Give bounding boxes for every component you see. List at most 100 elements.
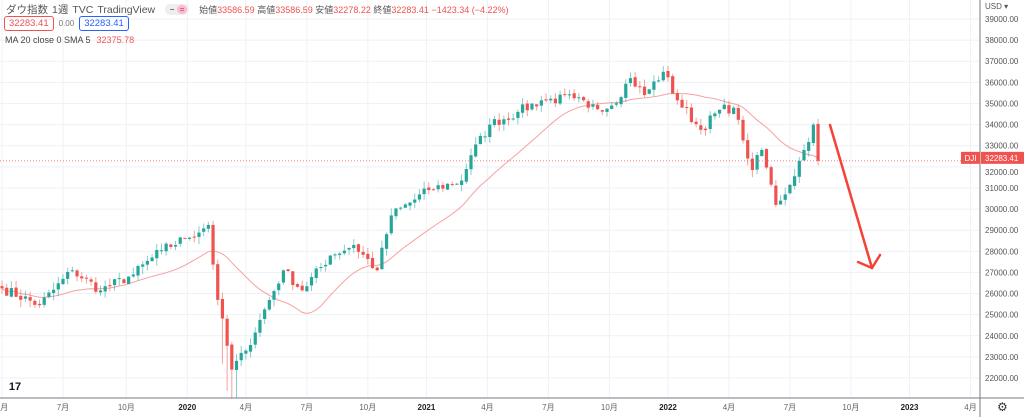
candle-body — [234, 360, 239, 370]
candle-body — [394, 208, 398, 217]
candle-body — [549, 98, 553, 101]
buy-price-button[interactable]: 32283.41 — [79, 16, 129, 31]
candle-body — [445, 183, 450, 190]
candle-body — [42, 297, 46, 305]
source: TradingView — [97, 3, 156, 16]
candle-body — [188, 237, 192, 239]
candle-body — [291, 271, 295, 286]
candle-body — [666, 71, 670, 78]
candle-body — [727, 105, 731, 114]
candle-body — [760, 149, 764, 157]
candle-body — [694, 121, 698, 125]
price-tick-label: 27000.00 — [985, 268, 1019, 277]
time-tick-label: 10月 — [601, 403, 618, 412]
candle-body — [33, 300, 37, 305]
time-tick-label: 7月 — [542, 403, 554, 412]
candle-body — [347, 247, 351, 250]
candle-body — [567, 94, 572, 96]
candle-body — [638, 86, 642, 88]
candle-body — [103, 286, 107, 292]
sell-price-button[interactable]: 32283.41 — [4, 16, 54, 31]
candle-body — [272, 291, 276, 300]
candle-body — [713, 113, 717, 117]
candle-body — [596, 104, 600, 110]
candle-body — [141, 264, 145, 267]
candle-body — [736, 108, 740, 120]
candle-body — [37, 303, 42, 306]
candle-body — [220, 298, 225, 319]
symbol-name[interactable]: ダウ指数 — [6, 4, 48, 16]
candle-body — [478, 135, 482, 145]
candle-body — [56, 283, 60, 290]
candle-body — [441, 185, 445, 189]
candle-body — [642, 86, 647, 96]
candle-body — [535, 104, 539, 107]
candle-body — [530, 103, 534, 110]
down-arrow-head-icon — [856, 253, 882, 270]
candle-body — [675, 93, 679, 101]
candle-body — [563, 94, 567, 96]
candle-body — [159, 250, 164, 252]
candle-body — [122, 279, 126, 284]
candle-body — [192, 236, 196, 238]
candle-body — [511, 118, 515, 120]
candle-body — [70, 270, 74, 272]
candle-body — [384, 234, 389, 249]
candle-body — [722, 104, 726, 110]
candle-body — [206, 224, 210, 229]
candle-body — [342, 250, 346, 254]
gear-icon[interactable]: ⚙ — [997, 400, 1008, 414]
equals-icon: = — [177, 5, 188, 14]
time-tick-label: 10月 — [359, 403, 376, 412]
candle-body — [657, 80, 661, 82]
candle-body — [506, 118, 511, 120]
candle-body — [652, 81, 656, 90]
interval[interactable]: 1週 — [52, 4, 69, 16]
candle-body — [544, 99, 548, 101]
candle-body — [788, 184, 792, 194]
candle-body — [619, 97, 623, 105]
tradingview-logo-icon[interactable]: 17 — [8, 381, 22, 393]
currency-selector[interactable]: USD ▾ — [985, 2, 1009, 11]
candle-body — [689, 107, 694, 123]
candle-body — [370, 257, 375, 269]
candle-body — [112, 279, 117, 286]
candle-body — [413, 199, 417, 203]
candle-body — [802, 149, 806, 161]
ma-legend[interactable]: MA 20 close 0 SMA 5 32375.78 — [5, 35, 134, 45]
candle-body — [75, 270, 79, 277]
spread: 0.00 — [58, 19, 75, 28]
candle-body — [356, 244, 361, 252]
symbol-tag: DJI — [965, 154, 977, 163]
candle-body — [455, 183, 459, 185]
candle-body — [732, 107, 736, 114]
candle-body — [295, 284, 300, 287]
candle-body — [127, 276, 131, 285]
legend-toggle[interactable]: − = — [165, 4, 190, 15]
price-tick-label: 37000.00 — [985, 57, 1019, 66]
candle-body — [150, 257, 154, 262]
candle-body — [253, 332, 257, 345]
candle-body — [671, 76, 675, 94]
time-tick-label: 2021 — [418, 403, 436, 412]
candle-body — [61, 278, 65, 285]
price-tick-label: 39000.00 — [985, 15, 1019, 24]
candle-body — [628, 78, 633, 84]
candle-body — [211, 224, 215, 265]
time-tick-label: 4月 — [481, 403, 493, 412]
candle-body — [375, 267, 379, 271]
candle-body — [614, 103, 618, 105]
candle-body — [263, 309, 267, 320]
candle-body — [586, 101, 590, 108]
candle-body — [717, 109, 722, 114]
ma-line — [1, 93, 819, 314]
candle-body — [703, 128, 708, 131]
time-tick-label: 2023 — [901, 403, 919, 412]
candle-body — [9, 288, 13, 297]
candle-body — [352, 244, 356, 249]
candle-body — [98, 290, 103, 293]
candle-body — [764, 149, 769, 168]
ma-label: MA 20 close 0 SMA 5 — [5, 35, 91, 45]
candle-body — [225, 318, 229, 346]
